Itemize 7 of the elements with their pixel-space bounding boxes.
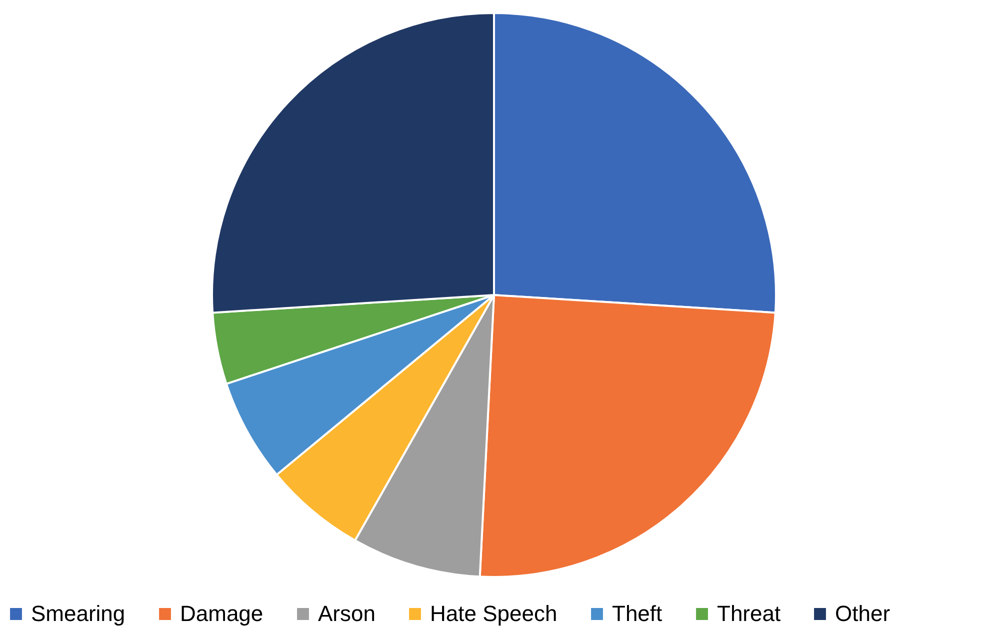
legend-label: Hate Speech bbox=[430, 601, 558, 626]
legend-label: Other bbox=[835, 601, 890, 626]
legend-label: Damage bbox=[180, 601, 264, 626]
legend-label: Arson bbox=[318, 601, 376, 626]
legend-label: Threat bbox=[717, 601, 781, 626]
legend-label: Theft bbox=[612, 601, 662, 626]
legend-label: Smearing bbox=[31, 601, 126, 626]
